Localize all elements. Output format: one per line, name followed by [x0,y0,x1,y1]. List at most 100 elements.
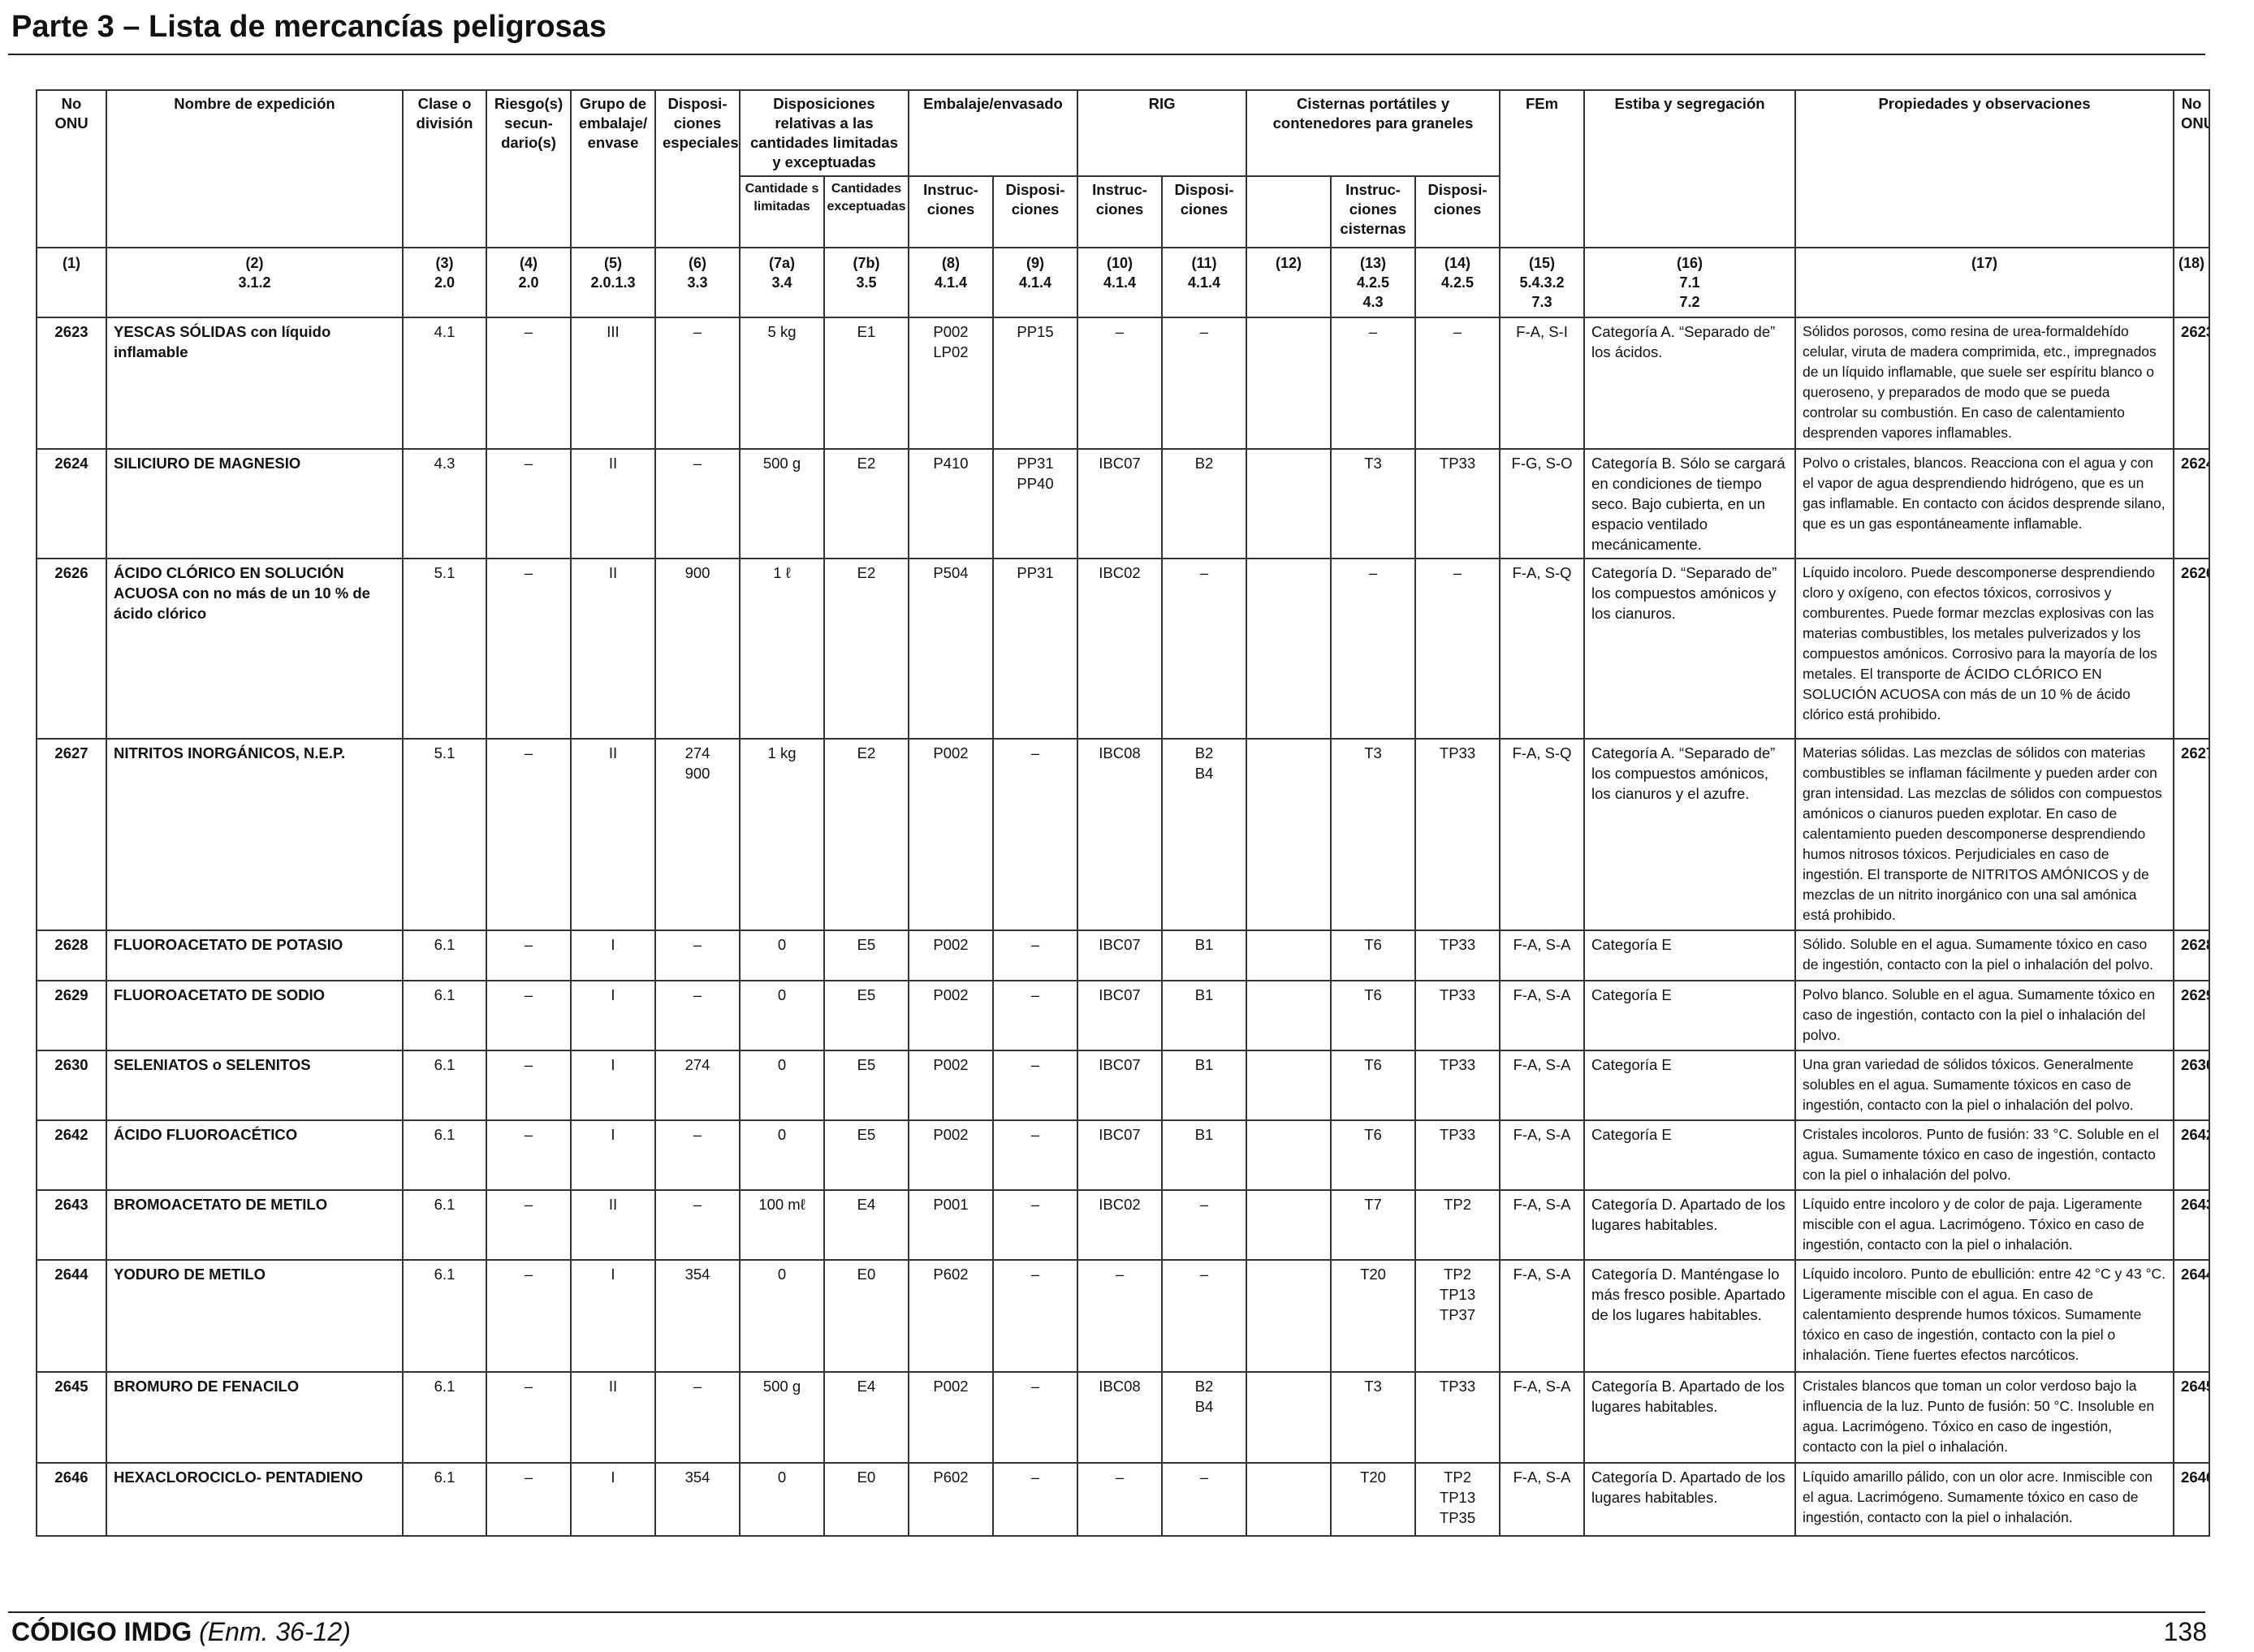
ref-number: (6) [689,255,706,271]
shipping-name-cell: FLUOROACETATO DE SODIO [106,980,404,1051]
ref-section: 3.3 [687,274,708,291]
un-number-cell: 2643 [36,1189,107,1261]
header-un-no-right: No ONU [2173,89,2211,248]
header-packing-instructions: Instruc- ciones [908,175,994,248]
ref-cell: (7a) 3.4 [739,247,825,318]
excepted-quantity-cell: E4 [823,1189,909,1261]
ibc-provision-cell: – [1161,1259,1248,1373]
header-class: Clase o división [402,89,487,248]
ref-section: 4.2.5 [1441,274,1475,291]
table-row: 2643 BROMOACETATO DE METILO 6.1– II –100 mℓ E… [36,1189,2211,1261]
class-cell: 4.1 [402,317,487,450]
stowage-cell: Categoría E [1583,980,1797,1051]
packing-instruction-cell: P002 [908,738,994,931]
ems-cell: F-A, S-A [1499,1050,1586,1121]
packing-instruction-cell: P602 [908,1259,994,1373]
ref-cell: (4) 2.0 [486,247,572,318]
col-12-cell [1246,1119,1332,1191]
class-cell: 6.1 [402,1462,487,1537]
properties-cell: Líquido incoloro. Puede descomponerse de… [1794,558,2175,740]
col-12-cell [1246,558,1332,740]
un-number-cell: 2626 [36,558,107,740]
header-excepted-quantities: Cantidades exceptuadas [823,175,909,248]
tank-provision-cell: TP2 TP13 TP35 [1414,1462,1501,1537]
tank-provision-cell: TP33 [1414,448,1501,559]
sub-risk-cell: – [486,558,572,740]
page-title: Parte 3 – Lista de mercancías peligrosas [11,10,607,44]
table-row: 2646 HEXACLOROCICLO- PENTADIENO 6.1– I 354 0 E… [36,1462,2211,1537]
tank-instruction-cell: T20 [1330,1259,1417,1373]
tank-provision-cell: TP33 [1414,738,1501,931]
packing-group-cell: II [570,1189,656,1261]
special-provisions-cell: 274 900 [654,738,741,931]
tank-instruction-cell: – [1330,317,1417,450]
stowage-cell: Categoría B. Sólo se cargará en condicio… [1583,448,1797,559]
table-row: 2623 YESCAS SÓLIDAS con líquido inflamabl… [36,317,2211,450]
ref-section: 4.1.4 [1103,274,1137,291]
un-number-cell: 2624 [36,448,107,559]
tank-provision-cell: – [1414,558,1501,740]
shipping-name-cell: SILICIURO DE MAGNESIO [106,448,404,559]
ref-cell: (10) 4.1.4 [1077,247,1164,318]
ref-number: (7b) [853,255,880,271]
ibc-instruction-cell: IBC07 [1077,930,1164,981]
excepted-quantity-cell: E5 [823,930,909,981]
ref-cell: (3) 2.0 [402,247,487,318]
header-ibc: RIG [1077,89,1248,177]
ref-section: 3.4 [771,274,792,291]
sub-risk-cell: – [486,1462,572,1537]
excepted-quantity-cell: E0 [823,1259,909,1373]
ref-section: 7.1 7.2 [1679,274,1700,310]
packing-instruction-cell: P002 [908,1050,994,1121]
excepted-quantity-cell: E2 [823,558,909,740]
packing-group-cell: I [570,1050,656,1121]
ref-number: (15) [1529,255,1556,271]
special-provisions-cell: 274 [654,1050,741,1121]
properties-cell: Sólidos porosos, como resina de urea-for… [1794,317,2175,450]
shipping-name-cell: HEXACLOROCICLO- PENTADIENO [106,1462,404,1537]
col-12-cell [1246,1371,1332,1464]
class-cell: 6.1 [402,1119,487,1191]
special-provisions-cell: 354 [654,1259,741,1373]
special-provisions-cell: – [654,1119,741,1191]
class-cell: 6.1 [402,1189,487,1261]
ref-number: (16) [1677,255,1703,271]
table-row: 2630 SELENIATOS o SELENITOS 6.1– I 274 0 E5 P00… [36,1050,2211,1121]
ibc-provision-cell: – [1161,1189,1248,1261]
header-tank-provisions: Disposi- ciones [1414,175,1501,248]
un-number-right-cell: 2628 [2173,930,2211,981]
ems-cell: F-A, S-Q [1499,558,1586,740]
properties-cell: Cristales blancos que toman un color ver… [1794,1371,2175,1464]
properties-cell: Cristales incoloros. Punto de fusión: 33… [1794,1119,2175,1191]
tank-instruction-cell: T3 [1330,448,1417,559]
packing-group-cell: I [570,1119,656,1191]
header-properties: Propiedades y observaciones [1794,89,2175,248]
packing-provision-cell: PP15 [991,317,1079,450]
tank-provision-cell: TP33 [1414,930,1501,981]
un-number-right-cell: 2624 [2173,448,2211,559]
class-cell: 6.1 [402,1050,487,1121]
header-stowage: Estiba y segregación [1583,89,1797,248]
un-number-right-cell: 2643 [2173,1189,2211,1261]
special-provisions-cell: 900 [654,558,741,740]
packing-provision-cell: – [991,738,1079,931]
stowage-cell: Categoría E [1583,930,1797,981]
sub-risk-cell: – [486,1119,572,1191]
ref-section: 3.5 [856,274,877,291]
limited-quantity-cell: 1 ℓ [739,558,825,740]
un-number-right-cell: 2629 [2173,980,2211,1051]
dangerous-goods-table: No ONU Nombre de expedición Clase o divi… [36,89,2211,1537]
properties-cell: Líquido entre incoloro y de color de paj… [1794,1189,2175,1261]
ref-cell: (1) [36,247,107,318]
ref-cell: (14) 4.2.5 [1414,247,1501,318]
header-ems: FEm [1499,89,1586,248]
packing-provision-cell: PP31 [991,558,1079,740]
ref-section: 4.1.4 [1018,274,1052,291]
packing-instruction-cell: P002 [908,930,994,981]
packing-group-cell: I [570,930,656,981]
properties-cell: Líquido amarillo pálido, con un olor acr… [1794,1462,2175,1537]
stowage-cell: Categoría D. “Separado de” los compuesto… [1583,558,1797,740]
shipping-name-cell: BROMOACETATO DE METILO [106,1189,404,1261]
ref-section: 4.1.4 [934,274,968,291]
ibc-instruction-cell: IBC08 [1077,1371,1164,1464]
